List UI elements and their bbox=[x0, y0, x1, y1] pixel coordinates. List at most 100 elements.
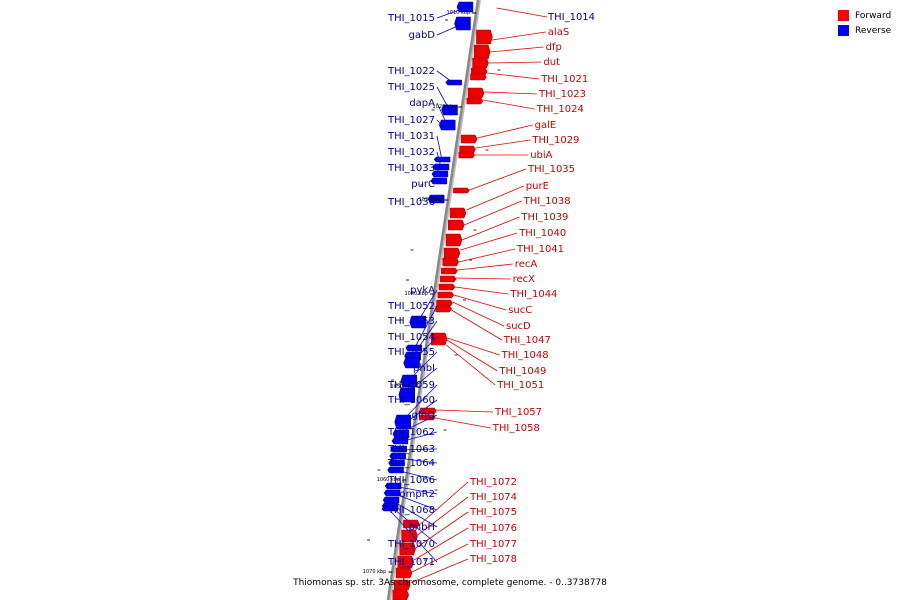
reverse-leader bbox=[408, 351, 438, 381]
reverse-leader bbox=[436, 181, 440, 185]
forward-gene-label: THI_1039 bbox=[520, 212, 568, 223]
forward-gene-label: THI_1029 bbox=[531, 135, 579, 146]
forward-gene-block bbox=[453, 187, 470, 194]
legend-forward-label: Forward bbox=[855, 10, 892, 21]
reverse-gene-block bbox=[403, 357, 420, 369]
reverse-leader bbox=[413, 305, 438, 351]
reverse-leader bbox=[393, 485, 438, 495]
reverse-gene-label: THI_1053 bbox=[387, 316, 435, 327]
forward-leader bbox=[469, 168, 527, 191]
forward-gene-label: alaS bbox=[548, 27, 569, 38]
forward-leader bbox=[477, 124, 533, 139]
reverse-leader bbox=[436, 70, 454, 84]
legend-reverse: Reverse bbox=[838, 23, 891, 38]
forward-gene-label: THI_1041 bbox=[516, 244, 564, 255]
reverse-leader bbox=[389, 505, 438, 545]
reverse-leader bbox=[436, 23, 463, 36]
forward-leader bbox=[496, 7, 548, 18]
forward-gene-block bbox=[401, 529, 418, 543]
reverse-gene-label: purC bbox=[411, 179, 435, 190]
forward-leader bbox=[436, 409, 494, 413]
reverse-gene-block bbox=[398, 387, 415, 403]
forward-gene-label: THI_1014 bbox=[547, 12, 595, 23]
forward-gene-label: recX bbox=[513, 274, 536, 285]
forward-leader bbox=[464, 200, 522, 226]
reverse-gene-block bbox=[394, 414, 411, 430]
kbp-tick-label: 1050 kbp bbox=[391, 384, 415, 390]
reverse-leader bbox=[397, 457, 438, 464]
forward-gene-block bbox=[472, 57, 489, 69]
forward-leader bbox=[435, 417, 491, 429]
forward-gene-block bbox=[394, 579, 411, 591]
forward-gene-label: THI_1035 bbox=[527, 164, 575, 175]
forward-gene-label: ubiA bbox=[530, 150, 552, 161]
reverse-gene-block bbox=[389, 452, 406, 460]
reverse-leader bbox=[406, 367, 438, 394]
reverse-gene-label: THI_1015 bbox=[387, 13, 435, 24]
reverse-gene-block bbox=[391, 437, 409, 445]
forward-gene-block bbox=[439, 275, 457, 283]
forward-gene-label: purE bbox=[526, 181, 549, 192]
reverse-gene-label: THI_1062 bbox=[387, 427, 435, 438]
forward-gene-label: THI_1074 bbox=[469, 492, 517, 503]
forward-leader bbox=[452, 301, 505, 327]
reverse-gene-label: THI_1022 bbox=[387, 66, 435, 77]
forward-gene-block bbox=[392, 589, 410, 600]
reverse-gene-block bbox=[405, 344, 423, 352]
forward-leader bbox=[413, 527, 469, 561]
reverse-gene-label: THI_1031 bbox=[387, 131, 435, 142]
kbp-tick-label: 1070 kbp bbox=[363, 569, 387, 575]
forward-gene-block bbox=[397, 555, 414, 569]
forward-gene-block bbox=[438, 283, 456, 291]
reverse-leader bbox=[436, 135, 443, 161]
legend-reverse-label: Reverse bbox=[855, 25, 892, 36]
forward-leader bbox=[457, 263, 513, 271]
reverse-leader bbox=[398, 448, 438, 451]
reverse-leader bbox=[436, 151, 442, 168]
forward-leader bbox=[460, 232, 518, 251]
forward-gene-label: dut bbox=[543, 57, 560, 68]
forward-leader bbox=[487, 72, 540, 80]
reverse-leader bbox=[436, 102, 448, 126]
forward-leader bbox=[491, 31, 546, 41]
reverse-gene-label: THI_1055 bbox=[387, 347, 435, 358]
reverse-gene-block bbox=[454, 16, 471, 31]
genome-axis bbox=[367, 0, 501, 600]
forward-gene-label: THI_1038 bbox=[523, 196, 571, 207]
forward-gene-block bbox=[442, 257, 459, 267]
kbp-tick-label: 1060 kbp bbox=[377, 477, 401, 483]
forward-leader bbox=[456, 277, 511, 280]
forward-gene-block bbox=[467, 87, 485, 99]
forward-gene-label: THI_1057 bbox=[494, 407, 542, 418]
forward-leader bbox=[454, 286, 509, 295]
reverse-gene-label: THI_1059 bbox=[387, 380, 435, 391]
reverse-leader bbox=[436, 86, 450, 111]
forward-gene-block bbox=[435, 305, 452, 313]
forward-gene-block bbox=[436, 299, 453, 307]
reverse-leader bbox=[402, 384, 438, 421]
kbp-tick-label: 1030 kbp bbox=[419, 197, 443, 203]
reverse-gene-block bbox=[430, 177, 448, 185]
forward-leader bbox=[475, 139, 531, 149]
forward-leader bbox=[447, 337, 500, 356]
reverse-leader bbox=[399, 431, 438, 443]
forward-gene-block bbox=[399, 542, 416, 556]
forward-gene-block bbox=[449, 207, 467, 219]
forward-gene-label: THI_1021 bbox=[540, 74, 588, 85]
forward-gene-block bbox=[445, 233, 463, 247]
reverse-leader bbox=[412, 320, 438, 357]
forward-gene-label: THI_1078 bbox=[469, 554, 517, 565]
reverse-gene-label: phbH bbox=[408, 522, 435, 533]
reverse-leader bbox=[391, 492, 438, 511]
kbp-tick-label: 1010 kbp bbox=[447, 10, 471, 16]
forward-gene-label: THI_1023 bbox=[538, 89, 586, 100]
reverse-gene-label: THI_1070 bbox=[387, 539, 435, 550]
forward-gene-label: galE bbox=[535, 120, 557, 131]
reverse-gene-block bbox=[390, 445, 407, 453]
kbp-tick-label: 1040 kbp bbox=[404, 291, 428, 297]
reverse-gene-block bbox=[388, 459, 405, 467]
forward-leader bbox=[458, 248, 516, 263]
forward-gene-label: THI_1051 bbox=[496, 380, 544, 391]
reverse-gene-label: pykA bbox=[410, 285, 435, 296]
